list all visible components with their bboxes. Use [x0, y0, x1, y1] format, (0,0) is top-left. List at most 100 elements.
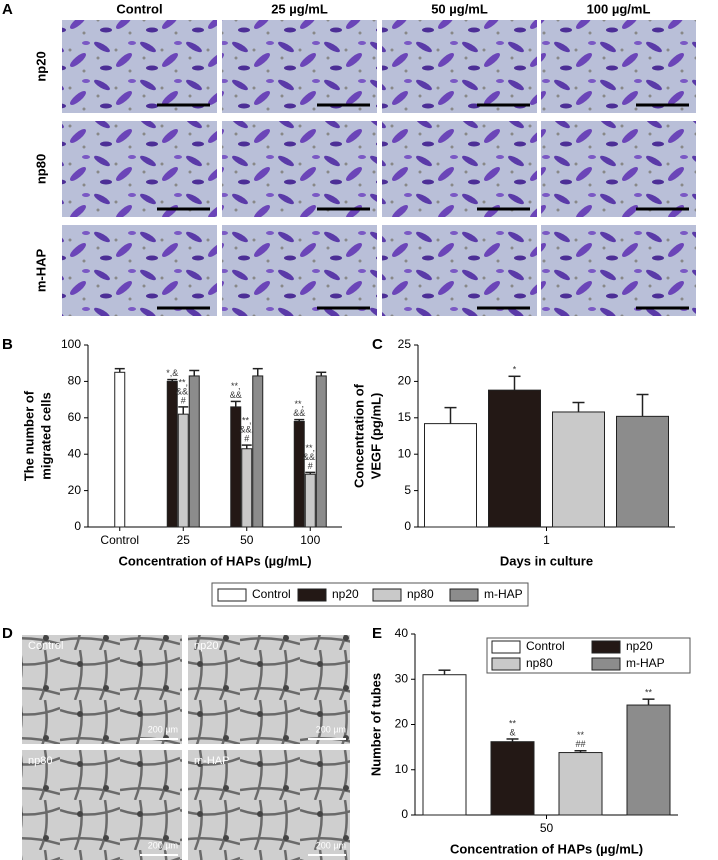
significance-note: && [293, 408, 305, 418]
legend-label: Control [526, 639, 565, 653]
legend-swatch [591, 657, 621, 671]
y-tick-label: 80 [68, 374, 82, 388]
bar [188, 375, 200, 528]
column-header: Control [116, 1, 162, 16]
significance-note: **, [242, 415, 252, 425]
significance-note: **, [231, 381, 241, 391]
bar [558, 752, 603, 816]
micrograph [541, 20, 696, 113]
x-tick-label: 25 [177, 533, 191, 547]
y-axis-label: Number of tubes [368, 673, 383, 776]
micrograph [222, 225, 377, 316]
micrograph [222, 20, 377, 113]
y-tick-label: 20 [398, 374, 412, 388]
micrograph [22, 750, 182, 860]
row-label: m-HAP [33, 249, 48, 293]
micrograph [382, 20, 537, 113]
micrograph [382, 121, 537, 217]
y-tick-label: 0 [74, 519, 81, 533]
bar [304, 473, 316, 528]
y-tick-label: 15 [398, 410, 412, 424]
bar [422, 674, 467, 816]
legend-label: np80 [407, 587, 434, 601]
significance-note: **, [305, 443, 315, 453]
y-tick-label: 10 [398, 446, 412, 460]
bar [114, 371, 126, 528]
micrograph [541, 121, 696, 217]
micrograph [22, 635, 182, 744]
x-axis-label: Concentration of HAPs (µg/mL) [450, 841, 643, 856]
bar [616, 415, 669, 528]
x-axis-label: Days in culture [500, 553, 593, 568]
legend-box [486, 637, 691, 674]
y-axis-label: VEGF (pg/mL) [368, 393, 383, 480]
y-axis-label: The number of [21, 390, 36, 481]
bar [315, 375, 327, 528]
x-tick-label: 1 [543, 533, 550, 547]
micrograph [188, 635, 350, 744]
legend-swatch [491, 657, 521, 671]
legend-label: m-HAP [626, 656, 665, 670]
significance-note: # [244, 433, 249, 443]
y-tick-label: 5 [404, 483, 411, 497]
bar [488, 389, 541, 528]
panel-d: D Control 200 µm np20 200 µm np80 200 µm m-HAP… [2, 625, 350, 860]
legend-swatch [449, 588, 479, 602]
significance-note: && [230, 390, 242, 400]
significance-note: ** [509, 718, 517, 728]
y-axis-label: migrated cells [38, 392, 53, 479]
y-tick-label: 20 [395, 717, 409, 731]
significance-note: ## [575, 739, 585, 749]
bar [552, 411, 605, 528]
panel-letter: D [2, 625, 13, 642]
legend-label: np80 [526, 656, 553, 670]
scale-label: 200 µm [316, 724, 346, 734]
micrograph [382, 225, 537, 316]
legend-swatch [217, 588, 247, 602]
legend-swatch [591, 640, 621, 654]
bar [177, 413, 189, 528]
significance-note: &&, [176, 386, 191, 396]
panel-a: A Control 25 µg/mL 50 µg/mL 100 µg/mL np20 np… [2, 1, 696, 316]
legend-label: np20 [332, 587, 359, 601]
significance-note: **, [178, 377, 188, 387]
significance-note: ** [645, 688, 653, 698]
x-tick-label: 50 [240, 533, 254, 547]
y-tick-label: 25 [398, 337, 412, 351]
y-tick-label: 0 [404, 519, 411, 533]
column-header: 50 µg/mL [431, 1, 488, 16]
significance-note: &&, [239, 424, 254, 434]
y-tick-label: 60 [68, 410, 82, 424]
image-label: Control [28, 640, 63, 652]
y-tick-label: 20 [68, 483, 82, 497]
legend-label: m-HAP [484, 587, 523, 601]
significance-note: & [509, 727, 515, 737]
legend-swatch [297, 588, 327, 602]
bar [424, 423, 477, 528]
micrograph [222, 121, 377, 217]
micrograph [62, 225, 217, 316]
bar [293, 420, 305, 528]
significance-note: *,& [166, 368, 178, 378]
panel-letter: B [2, 336, 13, 353]
x-axis-label: Concentration of HAPs (µg/mL) [118, 553, 311, 568]
legend-label: np20 [626, 639, 653, 653]
bar [252, 375, 264, 528]
scale-label: 200 µm [316, 840, 346, 850]
legend-swatch [491, 640, 521, 654]
significance-note: # [181, 395, 186, 405]
micrograph [62, 121, 217, 217]
x-tick-label: 50 [540, 821, 554, 835]
significance-note: &&, [303, 452, 318, 462]
column-header: 25 µg/mL [271, 1, 328, 16]
significance-note: **, [294, 399, 304, 409]
image-label: m-HAP [194, 755, 229, 767]
y-tick-label: 40 [68, 446, 82, 460]
x-tick-label: Control [100, 533, 139, 547]
y-tick-label: 10 [395, 762, 409, 776]
panel-letter: A [2, 1, 13, 18]
micrograph [188, 750, 350, 860]
y-axis-label: Concentration of [351, 383, 366, 488]
y-tick-label: 40 [395, 626, 409, 640]
